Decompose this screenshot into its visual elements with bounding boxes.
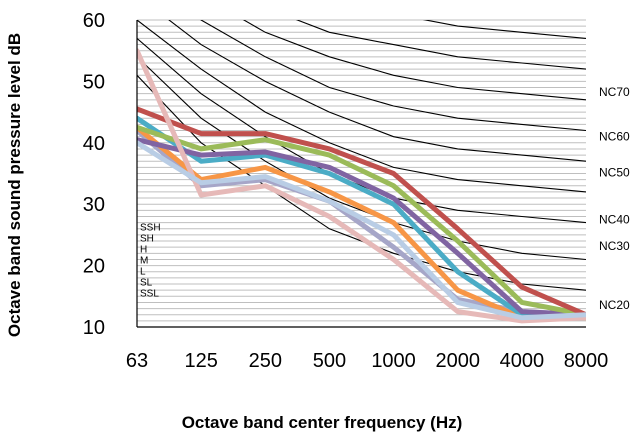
level-label: SL	[140, 278, 153, 289]
series-line	[137, 115, 586, 318]
x-tick-label: 8000	[564, 350, 609, 372]
nc-curve	[137, 74, 586, 291]
level-label: SSH	[140, 222, 161, 233]
x-tick-label: 250	[249, 350, 282, 372]
x-tick-label: 2000	[435, 350, 480, 372]
series-line	[137, 124, 586, 318]
level-label: SH	[140, 233, 154, 244]
y-tick-label: 10	[83, 317, 105, 339]
nc-curve	[137, 20, 586, 193]
x-tick-label: 4000	[500, 350, 545, 372]
y-tick-labels: 10 20 30 40 50 60	[83, 10, 105, 339]
level-label: M	[140, 256, 148, 267]
x-tick-labels: 63 125 250 500 1000 2000 4000 8000	[126, 350, 608, 372]
x-tick-label: 1000	[371, 350, 416, 372]
nc-labels: NC70 NC60 NC50 NC40 NC30 NC20	[599, 85, 630, 312]
nc-label: NC40	[599, 213, 630, 227]
x-tick-label: 125	[184, 350, 217, 372]
level-label: H	[140, 245, 147, 256]
nc-curve	[242, 20, 586, 101]
nc-curve	[168, 20, 586, 162]
y-axis-title: Octave band sound pressure level dB	[5, 33, 24, 337]
series-line	[137, 137, 586, 318]
measured-spectra	[137, 48, 586, 324]
nc-reference-curves	[137, 0, 586, 291]
nc-curve	[137, 56, 586, 261]
nc-curve	[137, 37, 586, 224]
series-line	[137, 140, 586, 321]
gridlines	[137, 19, 586, 328]
nc-label: NC70	[599, 85, 630, 99]
nc-label: NC30	[599, 239, 630, 253]
series-line	[137, 106, 586, 318]
level-label: L	[140, 267, 146, 278]
nc-label: NC50	[599, 165, 630, 179]
nc-curve	[295, 20, 586, 70]
level-label: SSL	[140, 289, 159, 300]
series-line	[137, 48, 586, 324]
y-tick-label: 50	[83, 71, 105, 93]
x-axis-title: Octave band center frequency (Hz)	[182, 413, 463, 432]
x-tick-label: 63	[126, 350, 148, 372]
nc-curve	[137, 0, 586, 8]
y-tick-label: 60	[83, 10, 105, 32]
nc-label: NC20	[599, 298, 630, 312]
y-tick-label: 30	[83, 194, 105, 216]
nc-curve	[200, 20, 586, 132]
nc-curve	[422, 20, 586, 39]
y-tick-label: 40	[83, 133, 105, 155]
y-tick-label: 20	[83, 256, 105, 278]
nc-label: NC60	[599, 130, 630, 144]
x-tick-label: 500	[313, 350, 346, 372]
